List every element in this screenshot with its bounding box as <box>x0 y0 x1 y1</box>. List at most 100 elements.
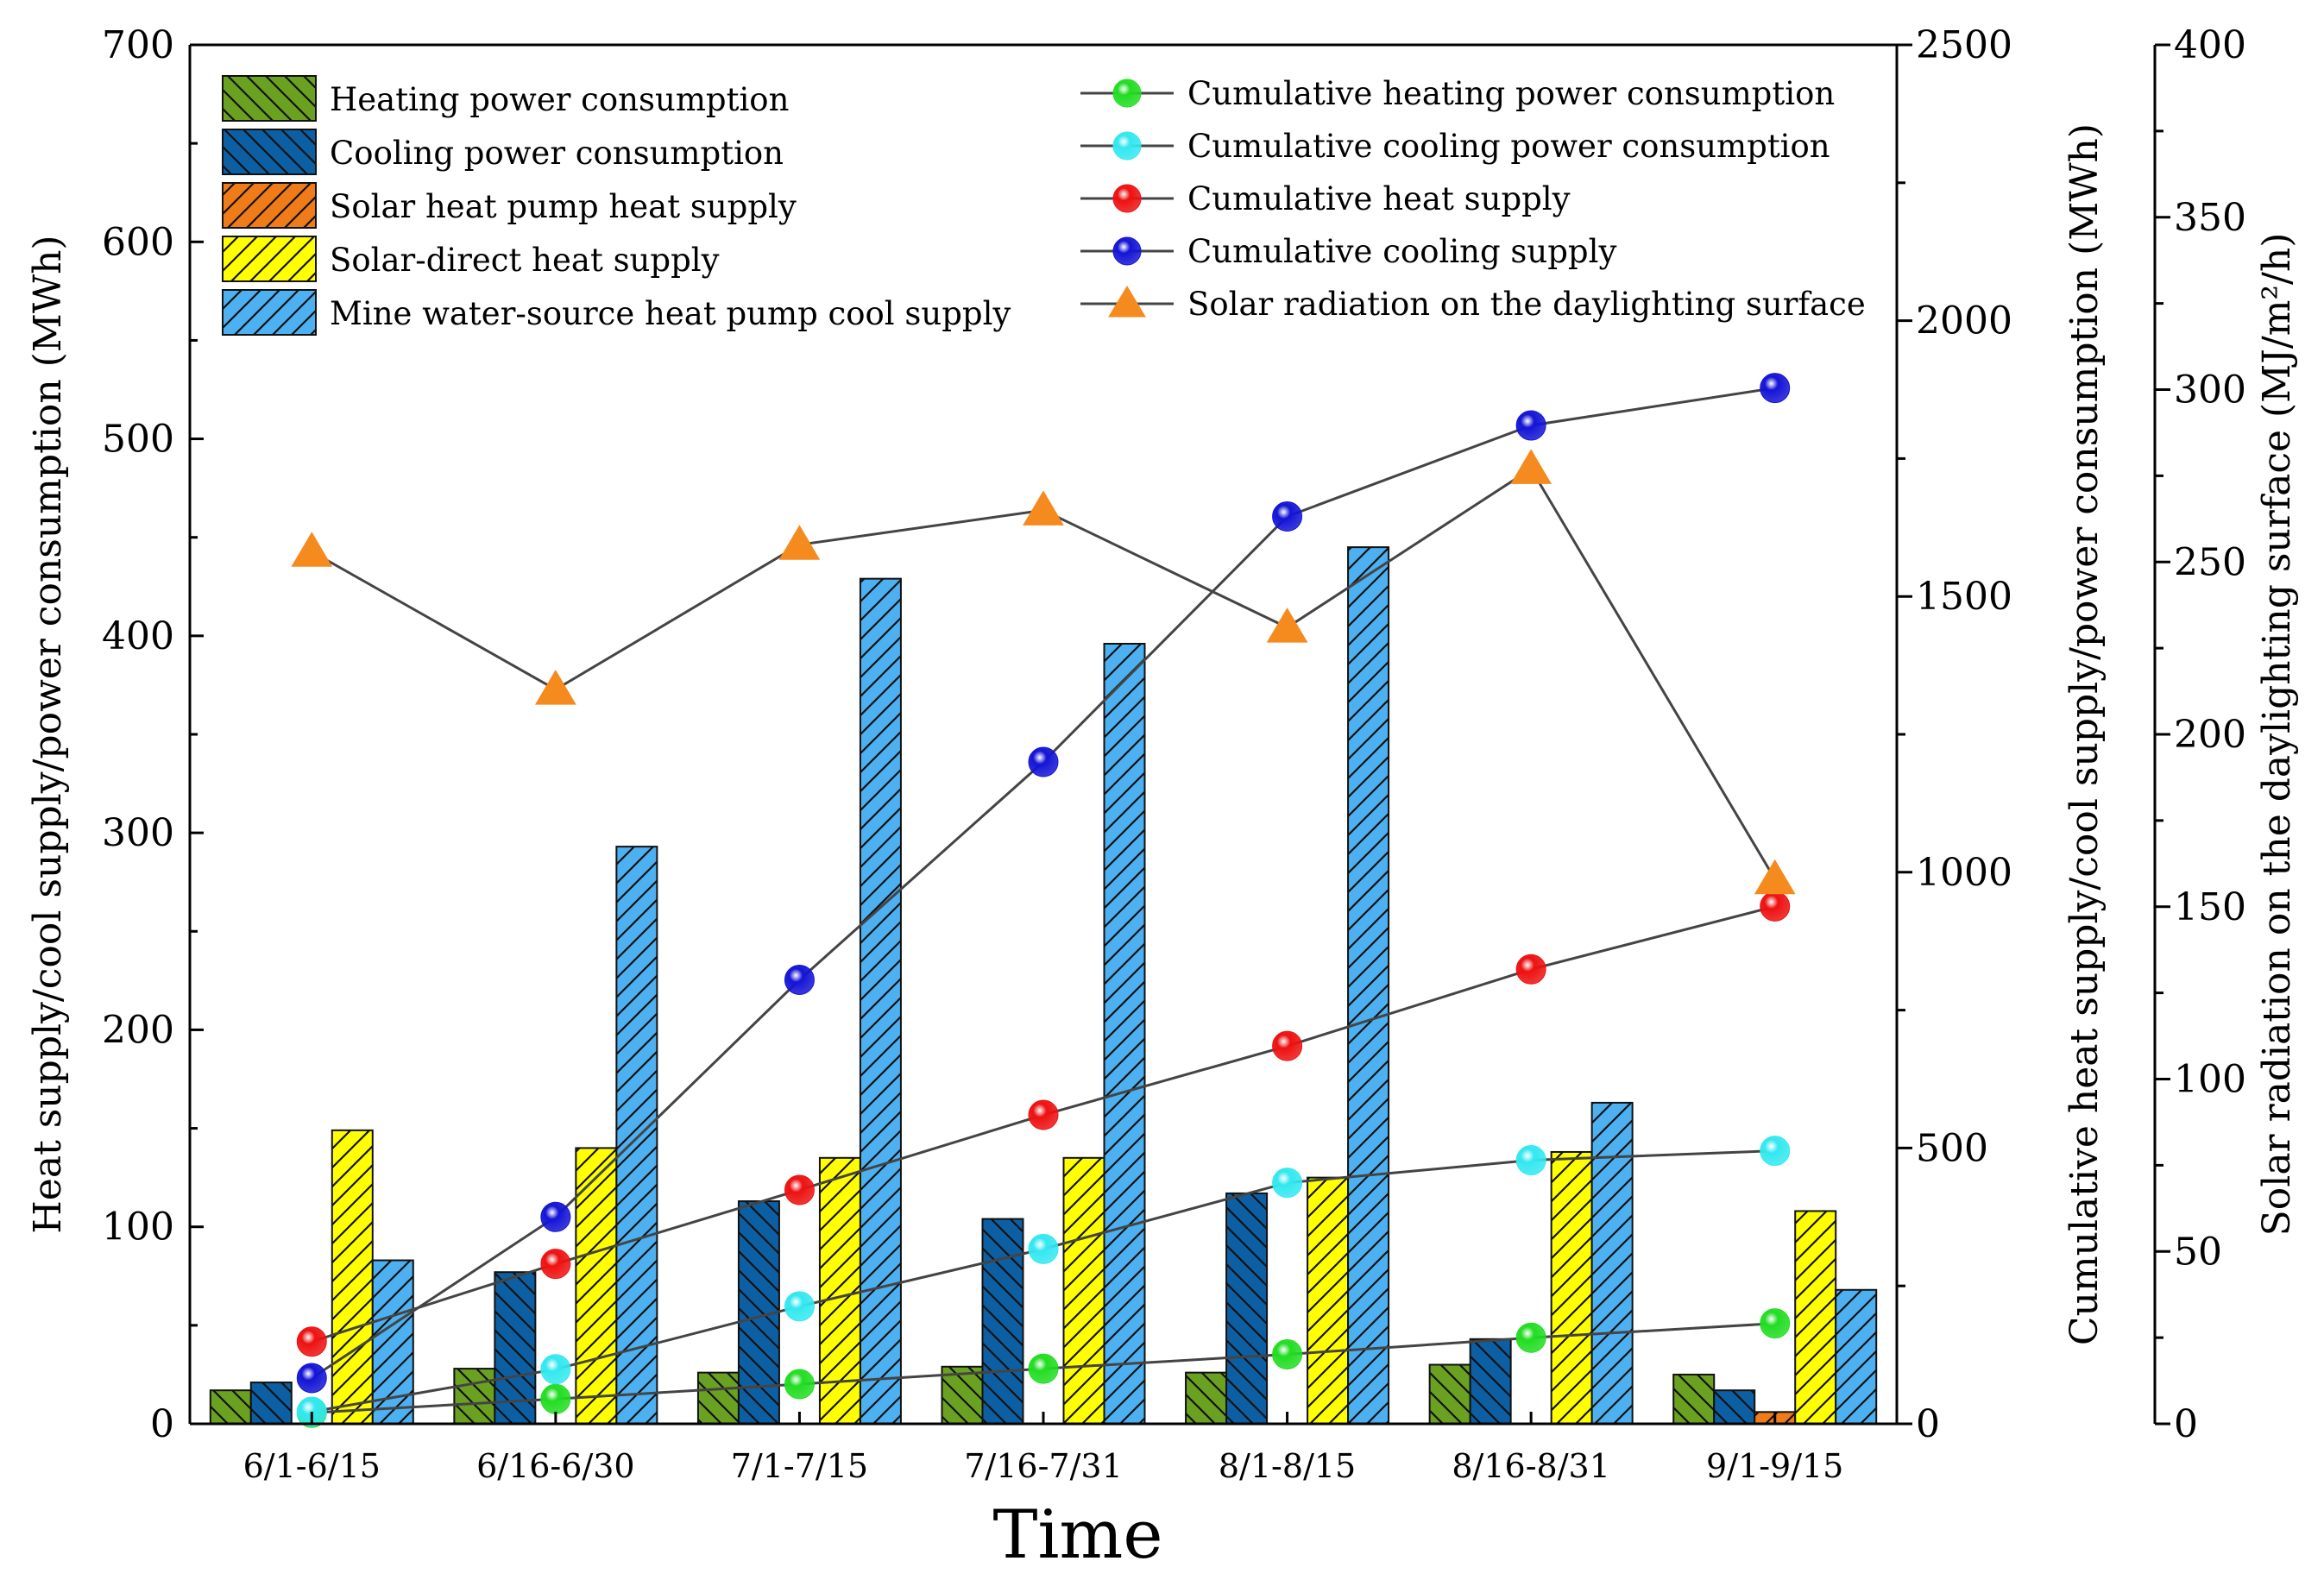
point-cumulative-heat-supply-5 <box>1272 1030 1303 1061</box>
point-cumulative-cooling-power-consumption-4 <box>1028 1233 1059 1264</box>
right1-tick-label: 0 <box>1916 1402 1940 1446</box>
right2-tick-label: 100 <box>2174 1058 2246 1102</box>
point-solar-radiation-on-the-daylighting-surface-6 <box>1510 449 1552 484</box>
bar-solar-direct-heat-supply-3-hatch <box>819 1157 860 1424</box>
legend-heating-power-consumption-label: Heating power consumption <box>330 81 789 118</box>
line-solar-radiation-on-the-daylighting-surface <box>311 467 1777 880</box>
bar-mine-water-source-heat-pump-cool-supply-7-hatch <box>1836 1289 1877 1424</box>
right2-tick-label: 50 <box>2174 1230 2222 1274</box>
right2-tick-label: 150 <box>2174 885 2246 929</box>
point-cumulative-heat-supply-3 <box>784 1174 815 1205</box>
point-cumulative-cooling-supply-6 <box>1515 410 1546 441</box>
point-cumulative-heating-power-consumption-3 <box>784 1369 815 1400</box>
point-cumulative-cooling-supply-4 <box>1028 746 1059 777</box>
legend-solar-radiation-on-the-daylighting-surface-marker <box>1108 286 1146 318</box>
bar-heating-power-consumption-3-hatch <box>697 1372 739 1424</box>
point-solar-radiation-on-the-daylighting-surface-2 <box>534 670 576 705</box>
right2-tick-label: 200 <box>2174 713 2246 757</box>
point-cumulative-heating-power-consumption-5 <box>1272 1338 1303 1369</box>
x-tick-label: 7/16-7/31 <box>964 1447 1123 1485</box>
point-cumulative-cooling-power-consumption-6 <box>1515 1144 1546 1175</box>
point-solar-radiation-on-the-daylighting-surface-3 <box>778 525 821 560</box>
point-cumulative-heating-power-consumption-4 <box>1028 1353 1059 1384</box>
right1-tick-label: 1000 <box>1916 851 2012 895</box>
bar-solar-direct-heat-supply-2-hatch <box>576 1148 617 1424</box>
right2-tick-label: 250 <box>2174 540 2246 584</box>
right1-axis-title: Cumulative heat supply/cool supply/power… <box>2063 123 2107 1345</box>
legend-cumulative-cooling-power-consumption-marker <box>1112 131 1142 161</box>
bar-mine-water-source-heat-pump-cool-supply-5-hatch <box>1348 547 1389 1424</box>
legend-heating-power-consumption-swatch-hatch <box>223 76 316 121</box>
right2-axis-title: Solar radiation on the daylighting surfa… <box>2255 233 2299 1237</box>
x-tick-label: 6/16-6/30 <box>476 1447 635 1485</box>
legend-cumulative-heating-power-consumption-label: Cumulative heating power consumption <box>1187 75 1835 112</box>
point-solar-radiation-on-the-daylighting-surface-4 <box>1023 490 1064 526</box>
bar-mine-water-source-heat-pump-cool-supply-4-hatch <box>1104 643 1145 1424</box>
left-tick-label: 0 <box>150 1402 174 1446</box>
point-cumulative-cooling-supply-2 <box>540 1201 571 1232</box>
bar-cooling-power-consumption-4-hatch <box>982 1218 1023 1424</box>
legend-cumulative-cooling-supply-marker <box>1112 236 1142 266</box>
bar-solar-direct-heat-supply-1-hatch <box>331 1130 373 1424</box>
legend-cooling-power-consumption-swatch-hatch <box>223 129 316 174</box>
bar-heating-power-consumption-4-hatch <box>942 1366 983 1424</box>
x-tick-label: 7/1-7/15 <box>731 1447 868 1485</box>
right2-tick-label: 400 <box>2174 23 2246 67</box>
left-tick-label: 700 <box>102 23 174 67</box>
left-tick-label: 500 <box>102 418 174 462</box>
right1-tick-label: 2000 <box>1916 299 2012 343</box>
point-cumulative-cooling-supply-3 <box>784 964 815 995</box>
point-cumulative-heat-supply-1 <box>296 1326 327 1357</box>
legend-solar-direct-heat-supply-swatch-hatch <box>223 236 316 281</box>
left-axis-title: Heat supply/cool supply/power consumptio… <box>26 235 70 1233</box>
bar-mine-water-source-heat-pump-cool-supply-3-hatch <box>860 578 901 1424</box>
point-solar-radiation-on-the-daylighting-surface-7 <box>1754 859 1796 895</box>
right2-tick-label: 0 <box>2174 1402 2198 1446</box>
left-tick-label: 300 <box>102 811 174 855</box>
legend-cumulative-heat-supply-marker <box>1112 184 1142 213</box>
right2-tick-label: 300 <box>2174 368 2246 412</box>
bar-mine-water-source-heat-pump-cool-supply-6-hatch <box>1591 1102 1633 1424</box>
bar-heating-power-consumption-2-hatch <box>454 1369 495 1424</box>
right1-tick-label: 1500 <box>1916 575 2012 619</box>
bar-solar-direct-heat-supply-5-hatch <box>1307 1177 1349 1424</box>
point-cumulative-cooling-supply-7 <box>1760 373 1791 404</box>
legend-cumulative-heating-power-consumption-marker <box>1112 79 1142 108</box>
point-cumulative-heat-supply-6 <box>1515 954 1546 985</box>
point-solar-radiation-on-the-daylighting-surface-1 <box>291 532 333 567</box>
point-cumulative-cooling-supply-1 <box>296 1363 327 1394</box>
point-cumulative-cooling-power-consumption-2 <box>540 1354 571 1385</box>
x-tick-label: 8/1-8/15 <box>1219 1447 1356 1485</box>
bar-heating-power-consumption-5-hatch <box>1186 1372 1227 1424</box>
left-tick-label: 400 <box>102 614 174 658</box>
legend-solar-radiation-on-the-daylighting-surface-label: Solar radiation on the daylighting surfa… <box>1187 286 1866 323</box>
point-cumulative-heating-power-consumption-7 <box>1760 1308 1791 1339</box>
legend-cumulative-cooling-supply-label: Cumulative cooling supply <box>1187 233 1616 270</box>
point-cumulative-heating-power-consumption-2 <box>540 1383 571 1414</box>
point-cumulative-cooling-power-consumption-3 <box>784 1291 815 1322</box>
bar-heating-power-consumption-7-hatch <box>1673 1374 1715 1424</box>
point-cumulative-heat-supply-4 <box>1028 1099 1059 1130</box>
legend-solar-heat-pump-heat-supply-label: Solar heat pump heat supply <box>330 188 797 225</box>
point-cumulative-heat-supply-2 <box>540 1249 571 1280</box>
x-axis-title: Time <box>992 1496 1162 1574</box>
point-cumulative-cooling-power-consumption-5 <box>1272 1168 1303 1199</box>
point-cumulative-cooling-power-consumption-7 <box>1760 1136 1791 1167</box>
bar-cooling-power-consumption-5-hatch <box>1226 1193 1268 1424</box>
bar-solar-direct-heat-supply-7-hatch <box>1795 1211 1836 1424</box>
bar-cooling-power-consumption-7-hatch <box>1714 1390 1755 1424</box>
bar-mine-water-source-heat-pump-cool-supply-2-hatch <box>616 847 658 1424</box>
left-tick-label: 100 <box>102 1205 174 1250</box>
point-cumulative-heating-power-consumption-6 <box>1515 1322 1546 1353</box>
point-cumulative-heat-supply-7 <box>1760 891 1791 922</box>
x-tick-label: 9/1-9/15 <box>1706 1447 1843 1485</box>
legend-cumulative-heat-supply-label: Cumulative heat supply <box>1187 180 1571 217</box>
bar-cooling-power-consumption-2-hatch <box>494 1272 536 1424</box>
bar-solar-direct-heat-supply-6-hatch <box>1551 1151 1592 1424</box>
legend-mine-water-source-heat-pump-cool-supply-label: Mine water-source heat pump cool supply <box>330 295 1011 332</box>
right1-tick-label: 500 <box>1916 1126 1988 1170</box>
right2-tick-label: 350 <box>2174 196 2246 240</box>
point-solar-radiation-on-the-daylighting-surface-5 <box>1266 607 1308 643</box>
